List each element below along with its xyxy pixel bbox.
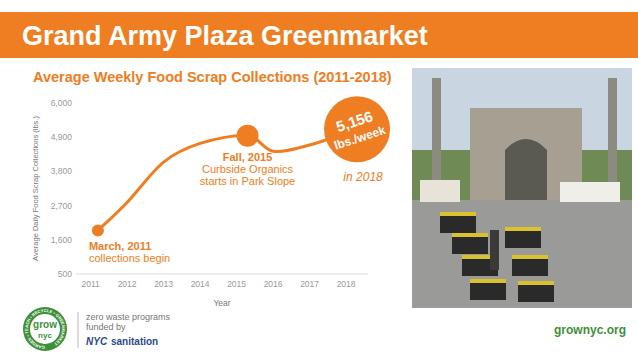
photo-bin [452, 236, 488, 254]
annotation-text: collections begin [89, 252, 170, 264]
photo-arch-opening [505, 139, 547, 203]
photo-sky [412, 68, 632, 308]
plot-area [98, 129, 357, 230]
photo-bin-lid [470, 279, 506, 283]
callout-note: in 2018 [343, 170, 383, 184]
x-tick-label: 2011 [81, 279, 100, 289]
callout-text: 5,156lbs./week [326, 105, 387, 153]
header-band [0, 12, 638, 58]
photo-bin [470, 282, 506, 300]
funding-text: funded by [86, 322, 126, 332]
photo [412, 68, 632, 308]
footer-divider [78, 312, 79, 348]
y-tick-label: 500 [58, 269, 72, 279]
annotation-point [237, 125, 259, 147]
y-tick-label: 4,900 [51, 132, 73, 142]
y-tick-label: 2,700 [51, 201, 73, 211]
photo-street [412, 200, 632, 308]
x-axis-line [76, 274, 368, 275]
photo-bin-lid [505, 227, 541, 231]
photo-bin-lid [440, 212, 476, 216]
x-tick-label: 2018 [337, 279, 356, 289]
page: Grand Army Plaza Greenmarket Average Week… [0, 0, 638, 359]
y-tick-label: 1,600 [51, 235, 73, 245]
photo-bin-lid [452, 233, 488, 237]
x-tick-label: 2016 [264, 279, 283, 289]
x-tick-label: 2017 [300, 279, 319, 289]
photo-bin [440, 215, 476, 233]
y-axis-label: Average Daily Food Scrap Collections (lb… [31, 116, 40, 261]
photo-bin-lid [518, 281, 554, 285]
logo-name: nyc [38, 331, 52, 340]
x-tick-label: 2015 [227, 279, 246, 289]
annotation-text: Curbside Organics [202, 163, 294, 175]
logo-inner [30, 314, 60, 344]
logo-ring-text: GARDEN • TEACH • RECYCLE • GREENMARKET [24, 308, 66, 350]
y-tick-label: 6,000 [51, 98, 73, 108]
funding-text: zero waste programs [86, 312, 171, 322]
photo-bin [505, 230, 541, 248]
header-title: Grand Army Plaza Greenmarket [22, 21, 428, 51]
annotation-point [92, 224, 104, 236]
logo-circle [23, 307, 67, 351]
sponsor-nyc: NYC [86, 336, 108, 347]
x-tick-label: 2013 [154, 279, 173, 289]
data-line [98, 129, 357, 230]
x-tick-label: 2014 [191, 279, 210, 289]
chart-title: Average Weekly Food Scrap Collections (2… [33, 69, 392, 85]
x-axis-label: Year [213, 298, 230, 308]
y-tick-label: 3,800 [51, 166, 73, 176]
photo-tent [420, 180, 460, 202]
logo-ring-textpath: GARDEN • TEACH • RECYCLE • GREENMARKET [24, 308, 66, 350]
footer-url: grownyc.org [554, 323, 626, 337]
callout-unit: lbs./week [332, 123, 387, 153]
photo-bin-lid [512, 255, 548, 259]
annotation-text: starts in Park Slope [200, 175, 295, 187]
photo-tent [560, 182, 620, 202]
annotation-text: Fall, 2015 [223, 151, 273, 163]
background [0, 0, 638, 359]
annotation-text: March, 2011 [89, 240, 151, 252]
logo-name: grow [33, 319, 57, 330]
highlight-circle [324, 96, 390, 162]
x-tick-label: 2012 [118, 279, 137, 289]
photo-bin [512, 258, 548, 276]
photo-person [490, 230, 499, 270]
photo-bin [518, 284, 554, 302]
sponsor-name: sanitation [111, 336, 158, 347]
